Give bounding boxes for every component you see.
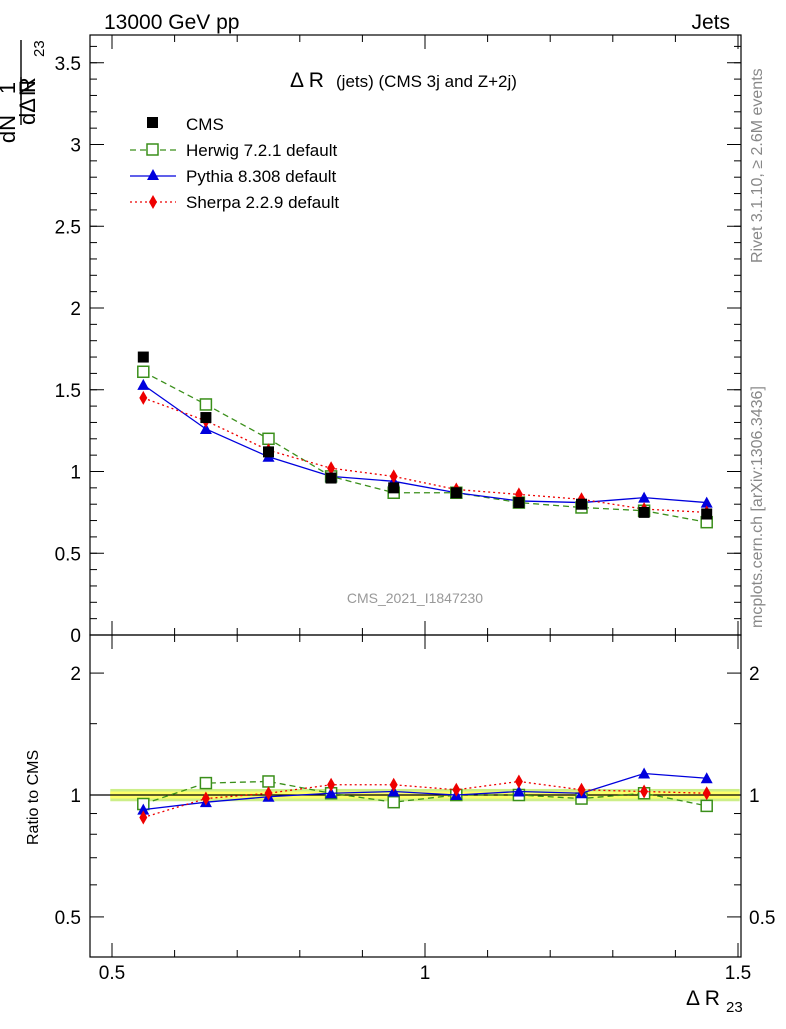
ratio-point-sherpa	[201, 791, 210, 806]
legend-item-sherpa: Sherpa 2.2.9 default	[130, 193, 339, 212]
series-line-pythia	[142, 384, 707, 504]
ratio-point-herwig	[700, 799, 713, 813]
y-tick-label: 0	[70, 626, 81, 647]
y-tick-label: 0.5	[55, 544, 81, 565]
point-herwig	[137, 365, 150, 379]
ratio-point-pythia	[638, 767, 651, 779]
point-cms	[137, 351, 149, 363]
x-tick-label: 0.5	[99, 963, 125, 984]
y-tick-label: 2	[70, 299, 81, 320]
ratio-y-tick-label-right: 0.5	[749, 908, 775, 929]
point-pythia	[137, 378, 150, 390]
ratio-y-tick-label-right: 1	[749, 786, 760, 807]
y-label-dn: dN	[0, 115, 20, 143]
y-label-ddr: dΔ R	[15, 77, 40, 125]
ratio-y-tick-label: 0.5	[55, 908, 81, 929]
point-cms	[638, 506, 650, 518]
point-cms	[576, 498, 587, 510]
legend-marker-cms	[147, 117, 158, 128]
plot-title: Δ R (jets) (CMS 3j and Z+2j)	[290, 69, 517, 92]
ratio-line-pythia	[143, 772, 707, 811]
legend-label-cms: CMS	[186, 115, 224, 134]
header-process-label: Jets	[691, 11, 730, 34]
ratio-plot-frame	[89, 634, 742, 958]
x-tick-label: 1.5	[725, 963, 751, 984]
main-y-axis-label: 1 N dN dΔ R 23	[0, 40, 48, 143]
x-axis-label: Δ R 23	[686, 987, 743, 1016]
legend-marker-herwig	[146, 143, 159, 156]
analysis-watermark: CMS_2021_I1847230	[347, 590, 483, 606]
rivet-label: Rivet 3.1.10, ≥ 2.6M events	[749, 68, 766, 263]
point-pythia	[700, 496, 713, 508]
ratio-y-tick-label: 2	[70, 664, 81, 685]
point-sherpa	[139, 390, 148, 405]
legend-item-cms: CMS	[147, 115, 224, 134]
legend-marker-sherpa	[149, 195, 157, 209]
ratio-y-axis-label: Ratio to CMS	[25, 750, 42, 845]
series-line-herwig	[142, 371, 707, 523]
header-energy-label: 13000 GeV pp	[104, 11, 239, 34]
y-label-one: 1	[0, 82, 20, 94]
ratio-point-sherpa	[514, 774, 523, 789]
y-label-sub: 23	[31, 40, 48, 57]
x-label-main: Δ R	[686, 987, 720, 1010]
legend: CMS Herwig 7.2.1 default Pythia 8.308 de…	[130, 115, 339, 212]
ratio-y-tick-label: 1	[70, 786, 81, 807]
x-label-sub: 23	[726, 999, 743, 1016]
series-line-sherpa	[143, 397, 707, 514]
ratio-point-herwig	[262, 775, 275, 788]
legend-label-sherpa: Sherpa 2.2.9 default	[186, 193, 339, 212]
point-cms	[200, 412, 212, 424]
y-tick-label: 3	[70, 136, 81, 157]
data-series	[137, 351, 713, 825]
ratio-point-pythia	[700, 772, 713, 784]
ratio-point-sherpa	[139, 810, 148, 825]
ratio-point-sherpa	[640, 784, 649, 799]
ratio-line-sherpa	[143, 780, 707, 819]
legend-label-pythia: Pythia 8.308 default	[186, 167, 337, 186]
point-sherpa	[389, 469, 398, 484]
axis-ticks: 0.5 1 1.5 0 0.5 1 1.5 2 2.5 3 3.5 0.5 0.5 1 1 2 2	[55, 35, 775, 984]
point-herwig	[199, 398, 213, 411]
point-herwig	[262, 432, 275, 446]
mcplots-label: mcplots.cern.ch [arXiv:1306.3436]	[749, 386, 766, 628]
ratio-point-herwig	[387, 795, 400, 809]
legend-label-herwig: Herwig 7.2.1 default	[186, 141, 337, 160]
y-tick-label: 1	[70, 463, 81, 484]
point-pythia	[638, 491, 651, 503]
legend-marker-pythia	[147, 169, 159, 180]
point-cms	[263, 446, 274, 458]
ratio-point-sherpa	[702, 786, 711, 801]
point-cms	[388, 482, 400, 494]
ratio-point-sherpa	[452, 782, 461, 797]
ratio-point-sherpa	[264, 786, 273, 801]
ratio-y-tick-label-right: 2	[749, 664, 760, 685]
legend-item-pythia: Pythia 8.308 default	[130, 167, 337, 186]
ratio-line-herwig	[143, 780, 707, 807]
x-tick-label: 1	[420, 963, 431, 984]
point-cms	[513, 497, 525, 509]
ratio-point-sherpa	[389, 777, 398, 792]
y-tick-label: 3.5	[55, 54, 81, 75]
point-cms	[450, 487, 462, 499]
point-cms	[701, 508, 713, 520]
ratio-point-sherpa	[327, 777, 336, 792]
ratio-point-pythia	[137, 803, 150, 815]
legend-item-herwig: Herwig 7.2.1 default	[130, 141, 337, 160]
point-cms	[325, 472, 337, 484]
y-tick-label: 2.5	[55, 217, 81, 238]
plot-title-text: (jets) (CMS 3j and Z+2j)	[336, 72, 517, 91]
ratio-point-pythia	[512, 785, 525, 797]
ratio-point-sherpa	[577, 782, 586, 797]
ratio-point-herwig	[199, 776, 213, 790]
plot-title-symbol: Δ R	[290, 69, 324, 92]
point-pythia	[199, 422, 212, 434]
point-sherpa	[327, 461, 336, 476]
ratio-point-pythia	[325, 787, 338, 799]
y-tick-label: 1.5	[55, 381, 81, 402]
